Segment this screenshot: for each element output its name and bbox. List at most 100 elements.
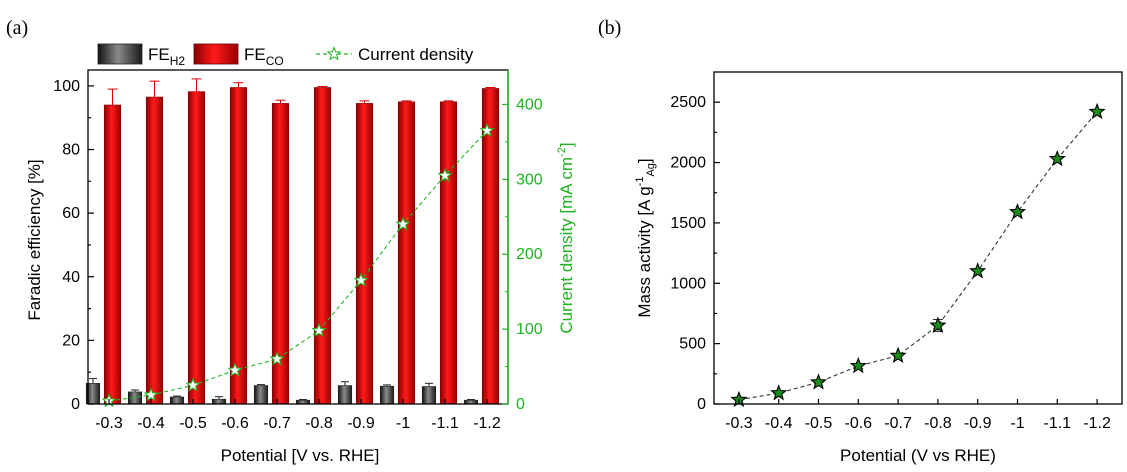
chart-a-y-axis-title: Faradic efficiency [%] (25, 159, 44, 320)
y-tick-label: 60 (62, 205, 80, 222)
panel-b-label: (b) (598, 17, 621, 39)
chart-b-y-axis-title: Mass activity [A g-1Ag] (634, 158, 657, 317)
x-tick-label: -0.6 (845, 415, 873, 432)
x-tick-label: -1 (1010, 415, 1024, 432)
y-tick-label: 2500 (670, 94, 706, 111)
point-mass-activity (1048, 149, 1066, 167)
point-mass-activity (1008, 203, 1027, 220)
legend-swatch-fe-h2 (97, 43, 143, 65)
x-tick-label: -0.3 (725, 415, 753, 432)
chart-a-x-axis: -0.3 -0.4 -0.5 -0.6 -0.7 -0.8 -0.9 -1 -1.1 -1.2 (95, 399, 501, 432)
legend-star-icon (326, 46, 342, 61)
chart-b-plot-frame (713, 71, 1123, 405)
panel-a-label: (a) (6, 17, 28, 39)
y-tick-label: 2000 (670, 155, 706, 172)
bar-fe-co (145, 96, 164, 405)
line-mass-activity (738, 111, 1098, 401)
legend-fe-co-main: FE (244, 45, 266, 64)
y2-tick-label: 0 (516, 396, 525, 413)
point-current-density (437, 167, 453, 182)
point-mass-activity (929, 316, 947, 333)
chart-a-marks (85, 78, 500, 408)
y2-tick-label: 100 (516, 321, 543, 338)
x-tick-label: -0.9 (964, 415, 992, 432)
y2-tick-label: 400 (516, 96, 543, 113)
x-tick-label: -0.6 (221, 415, 249, 432)
x-tick-label: -1.1 (1044, 415, 1072, 432)
x-tick-label: -0.8 (305, 415, 333, 432)
bar-fe-co (229, 87, 248, 405)
point-current-density (143, 387, 159, 402)
y-tick-label: 0 (71, 396, 80, 413)
point-current-density (185, 377, 201, 392)
point-mass-activity (770, 384, 788, 401)
y-tick-label: 500 (679, 336, 706, 353)
x-tick-label: -1.2 (1083, 415, 1111, 432)
bar-fe-co (439, 101, 458, 405)
legend-label-fe-co: FECO (244, 45, 284, 68)
chart-a-y2-axis-title: Current density [mA cm-2] (556, 142, 576, 333)
x-tick-label: -0.4 (137, 415, 165, 432)
point-current-density (311, 322, 327, 337)
chart-a-y2-title-end: ] (557, 142, 576, 147)
bar-fe-h2 (379, 385, 395, 405)
y2-tick-label: 200 (516, 246, 543, 263)
y-tick-label: 1500 (670, 215, 706, 232)
chart-b-y-title-main: Mass activity [A g (635, 186, 654, 317)
point-mass-activity (889, 346, 907, 364)
y-tick-label: 100 (53, 78, 80, 95)
legend-fe-h2-main: FE (148, 45, 170, 64)
y-tick-label: 80 (62, 142, 80, 159)
bar-fe-co (103, 104, 122, 405)
chart-b-y-title-end: ] (635, 158, 654, 163)
bar-fe-h2 (337, 385, 353, 405)
x-tick-label: -0.7 (884, 415, 912, 432)
chart-a-y2-title-sup: -2 (556, 147, 568, 157)
chart-b-y-axis: 0 500 1000 1500 2000 2500 (670, 94, 720, 413)
y-tick-label: 20 (62, 332, 80, 349)
point-current-density (479, 122, 495, 138)
y-tick-label: 1000 (670, 275, 706, 292)
x-tick-label: -0.7 (263, 415, 291, 432)
chart-b-y-title-sub: Ag (645, 163, 657, 176)
x-tick-label: -0.4 (765, 415, 793, 432)
chart-a-legend: FEH2 FECO Current density (97, 43, 474, 68)
bar-fe-co (313, 87, 332, 405)
x-tick-label: -0.8 (924, 415, 952, 432)
x-tick-label: -0.5 (179, 415, 207, 432)
y-tick-label: 40 (62, 269, 80, 286)
point-current-density (353, 272, 369, 287)
x-tick-label: -0.5 (805, 415, 833, 432)
bar-fe-co (397, 101, 416, 405)
chart-a-y2-title-main: Current density [mA cm (557, 157, 576, 334)
bar-fe-h2 (421, 386, 437, 405)
chart-a-right-axis: 0 100 200 300 400 (502, 70, 543, 413)
x-tick-label: -1.1 (431, 415, 459, 432)
point-current-density (227, 362, 243, 377)
chart-b-x-axis: -0.3 -0.4 -0.5 -0.6 -0.7 -0.8 -0.9 -1 -1.1 -1.2 (725, 399, 1111, 432)
chart-b-x-axis-title: Potential (V vs RHE) (840, 446, 996, 465)
legend-star-shape (326, 46, 342, 61)
y2-tick-label: 300 (516, 171, 543, 188)
point-current-density (395, 216, 411, 231)
bar-fe-co (187, 91, 206, 405)
legend-label-fe-h2: FEH2 (148, 45, 185, 68)
chart-b-y-title-sup: -1 (634, 177, 646, 187)
x-tick-label: -0.3 (95, 415, 123, 432)
point-mass-activity (809, 373, 828, 390)
line-current-density (108, 130, 488, 402)
legend-swatch-fe-co (193, 43, 239, 65)
point-current-density (269, 351, 285, 366)
x-tick-label: -1.2 (473, 415, 501, 432)
y-tick-label: 0 (697, 396, 706, 413)
bar-fe-h2 (211, 398, 227, 405)
bar-fe-h2 (169, 396, 185, 405)
bar-fe-co (355, 103, 374, 405)
point-mass-activity (969, 262, 987, 279)
chart-a-left-axis: 0 20 40 60 80 100 (53, 78, 94, 413)
x-tick-label: -1 (396, 415, 410, 432)
x-tick-label: -0.9 (347, 415, 375, 432)
